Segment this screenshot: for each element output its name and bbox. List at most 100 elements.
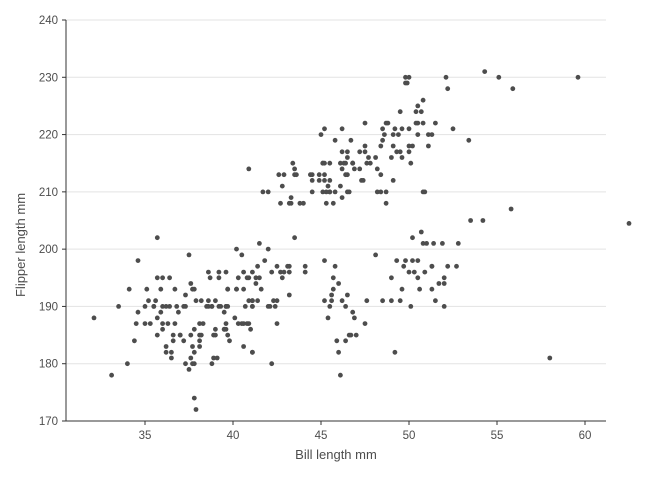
data-point	[362, 120, 368, 126]
data-point	[223, 321, 229, 326]
data-point	[330, 286, 336, 292]
data-point	[204, 304, 210, 309]
data-point	[345, 292, 350, 298]
data-point	[382, 132, 387, 138]
data-point	[334, 338, 340, 344]
data-point	[267, 304, 273, 309]
data-point	[322, 160, 327, 166]
data-point	[158, 309, 164, 315]
data-point	[406, 126, 412, 132]
data-point	[302, 263, 308, 269]
data-point	[188, 355, 194, 361]
data-point	[227, 338, 232, 344]
data-point	[257, 241, 262, 246]
data-point	[362, 149, 368, 155]
data-point	[206, 269, 211, 275]
data-point	[482, 69, 488, 74]
data-point	[235, 275, 241, 281]
data-point	[429, 286, 435, 292]
data-point	[211, 355, 217, 361]
data-point	[154, 332, 160, 338]
data-point	[290, 160, 296, 166]
data-point	[420, 97, 426, 103]
y-tick-label-220: 220	[39, 130, 58, 142]
data-point	[392, 349, 398, 355]
data-point	[186, 252, 192, 258]
data-point	[191, 395, 197, 401]
data-point	[364, 160, 370, 166]
data-point	[188, 332, 194, 338]
data-point	[225, 332, 231, 338]
data-point	[424, 241, 429, 246]
data-point	[394, 149, 400, 155]
data-point	[265, 246, 271, 252]
data-point	[445, 86, 451, 92]
data-point	[167, 304, 173, 309]
data-point	[163, 304, 169, 309]
data-point	[339, 195, 345, 201]
data-point	[415, 132, 421, 138]
data-point	[413, 109, 419, 115]
data-point	[169, 349, 174, 355]
y-tick-label-190: 190	[39, 301, 58, 313]
data-point	[390, 178, 396, 183]
y-tick-label-240: 240	[39, 15, 58, 27]
data-point	[169, 355, 174, 361]
data-point	[197, 344, 203, 349]
data-point	[415, 275, 421, 281]
data-point	[322, 172, 327, 178]
data-point	[399, 286, 405, 292]
data-point	[441, 275, 447, 281]
data-point	[410, 258, 415, 263]
data-point	[221, 309, 227, 315]
data-point	[176, 309, 181, 315]
data-point	[348, 332, 354, 338]
y-axis-title: Flipper length mm	[13, 193, 28, 297]
y-tick-label-180: 180	[39, 359, 58, 371]
data-point	[223, 304, 229, 309]
data-point	[190, 344, 195, 349]
data-point	[338, 160, 343, 166]
x-tick-label-40: 40	[227, 430, 240, 442]
data-point	[443, 74, 449, 80]
data-point	[392, 126, 398, 132]
data-point	[362, 143, 368, 149]
data-point	[271, 298, 276, 304]
data-point	[445, 263, 451, 269]
data-point	[302, 269, 308, 275]
data-point	[309, 189, 315, 195]
data-point	[190, 361, 195, 367]
data-point	[239, 252, 245, 258]
data-point	[353, 332, 359, 338]
data-point	[403, 74, 408, 80]
data-point	[197, 321, 203, 326]
data-point	[278, 269, 283, 275]
data-point	[234, 246, 239, 252]
axes	[65, 20, 606, 422]
data-point	[338, 183, 343, 189]
data-point	[116, 304, 121, 309]
data-point	[364, 298, 370, 304]
data-point	[174, 304, 180, 309]
data-point	[274, 298, 280, 304]
data-point	[292, 172, 297, 178]
data-point	[413, 120, 419, 126]
data-point	[417, 286, 422, 292]
data-point	[286, 269, 292, 275]
data-point	[191, 326, 197, 332]
data-point	[433, 120, 438, 126]
data-point	[163, 344, 169, 349]
data-point	[246, 298, 252, 304]
data-point	[167, 275, 173, 281]
data-point	[454, 263, 459, 269]
data-point	[144, 286, 150, 292]
data-point	[269, 269, 275, 275]
data-point	[420, 189, 426, 195]
data-point	[316, 178, 322, 183]
y-tick-label-170: 170	[39, 416, 58, 428]
data-point	[242, 304, 248, 309]
data-point	[325, 183, 331, 189]
data-point	[213, 298, 218, 304]
data-point	[244, 275, 250, 281]
